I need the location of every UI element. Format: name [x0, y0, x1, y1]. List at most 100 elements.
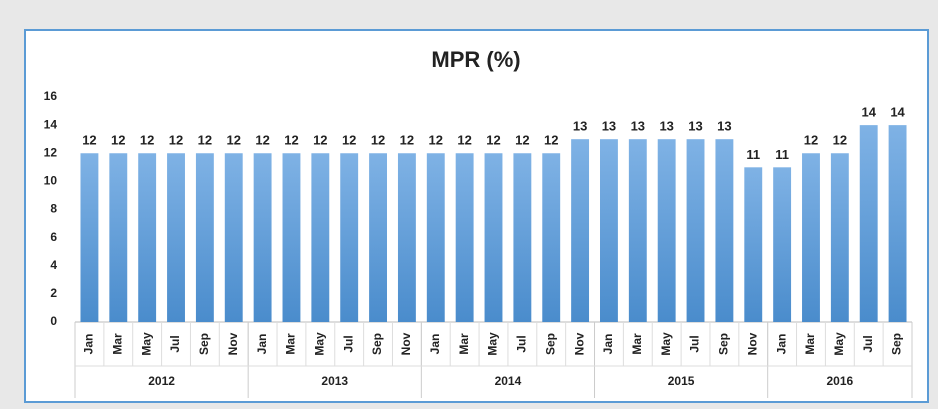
value-label: 13: [631, 119, 645, 134]
x-tick-label: May: [486, 332, 500, 356]
x-tick-label: Nov: [399, 332, 413, 355]
bar: [715, 139, 734, 322]
bar: [340, 153, 359, 322]
group-label: 2015: [668, 374, 695, 388]
y-tick-label: 16: [44, 89, 58, 103]
value-label: 13: [659, 119, 673, 134]
bar: [657, 139, 676, 322]
value-label: 12: [515, 133, 529, 148]
x-tick-label: Nov: [226, 332, 240, 355]
value-label: 12: [486, 133, 500, 148]
value-label: 13: [688, 119, 702, 134]
value-label: 12: [255, 133, 269, 148]
x-tick-label: Jan: [601, 334, 615, 355]
x-tick-label: May: [659, 332, 673, 356]
value-label: 12: [544, 133, 558, 148]
bar: [830, 153, 849, 322]
bar: [859, 125, 878, 322]
x-tick-label: May: [139, 332, 153, 356]
bar: [253, 153, 272, 322]
bar: [484, 153, 503, 322]
bar: [571, 139, 590, 322]
value-label: 12: [82, 133, 96, 148]
x-tick-label: Nov: [572, 332, 586, 355]
y-tick-label: 10: [44, 174, 58, 188]
x-tick-label: Mar: [803, 333, 817, 355]
x-tick-label: Jul: [341, 335, 355, 352]
bar: [138, 153, 157, 322]
value-label: 12: [804, 133, 818, 148]
y-tick-label: 12: [44, 145, 58, 159]
bar: [426, 153, 445, 322]
x-tick-label: Sep: [370, 333, 384, 355]
x-tick-label: May: [832, 332, 846, 356]
y-tick-label: 14: [44, 117, 58, 131]
value-label: 13: [717, 119, 731, 134]
value-label: 12: [111, 133, 125, 148]
y-tick-label: 6: [50, 230, 57, 244]
bar: [224, 153, 243, 322]
value-label: 12: [457, 133, 471, 148]
value-label: 11: [746, 147, 760, 162]
bar: [802, 153, 820, 322]
x-tick-label: Mar: [630, 333, 644, 355]
value-label: 11: [775, 147, 789, 162]
x-tick-label: Sep: [543, 333, 557, 355]
value-label: 12: [227, 133, 241, 148]
x-tick-label: Sep: [197, 333, 211, 355]
value-label: 12: [429, 133, 443, 148]
bar: [282, 153, 301, 322]
x-tick-label: Jan: [428, 334, 442, 355]
value-label: 12: [313, 133, 327, 148]
x-tick-label: Jan: [255, 334, 269, 355]
x-tick-label: Jul: [688, 335, 702, 352]
bar: [80, 153, 99, 322]
x-tick-label: Jul: [861, 335, 875, 352]
value-label: 12: [833, 133, 847, 148]
value-label: 12: [284, 133, 298, 148]
bar: [397, 153, 416, 322]
y-tick-label: 0: [50, 314, 57, 328]
value-label: 14: [861, 105, 876, 120]
bar: [167, 153, 185, 322]
x-tick-label: Sep: [890, 333, 904, 355]
group-label: 2013: [321, 374, 348, 388]
value-label: 12: [342, 133, 356, 148]
chart-panel: [24, 29, 929, 403]
x-tick-label: Mar: [284, 333, 298, 355]
value-label: 13: [573, 119, 587, 134]
value-label: 12: [169, 133, 183, 148]
value-label: 12: [400, 133, 414, 148]
y-tick-label: 8: [50, 202, 57, 216]
bar: [686, 139, 705, 322]
value-label: 12: [198, 133, 212, 148]
x-tick-label: Jan: [774, 334, 788, 355]
bar: [455, 153, 474, 322]
bar: [369, 153, 387, 322]
x-tick-label: Mar: [110, 333, 124, 355]
y-tick-label: 4: [50, 258, 57, 272]
x-tick-label: Jan: [82, 334, 96, 355]
x-tick-label: May: [312, 332, 326, 356]
y-tick-label: 2: [50, 286, 57, 300]
value-label: 12: [140, 133, 154, 148]
value-label: 13: [602, 119, 616, 134]
x-tick-label: Nov: [745, 332, 759, 355]
x-tick-label: Jul: [168, 335, 182, 352]
bar: [744, 167, 763, 322]
value-label: 12: [371, 133, 385, 148]
bar: [888, 125, 907, 322]
bar: [513, 153, 532, 322]
x-tick-label: Sep: [717, 333, 731, 355]
bar: [311, 153, 330, 322]
bar: [773, 167, 792, 322]
chart-title: MPR (%): [431, 47, 520, 72]
bar: [109, 153, 128, 322]
bar: [542, 153, 561, 322]
group-label: 2012: [148, 374, 175, 388]
group-label: 2016: [826, 374, 853, 388]
x-tick-label: Mar: [457, 333, 471, 355]
bar: [600, 139, 618, 322]
